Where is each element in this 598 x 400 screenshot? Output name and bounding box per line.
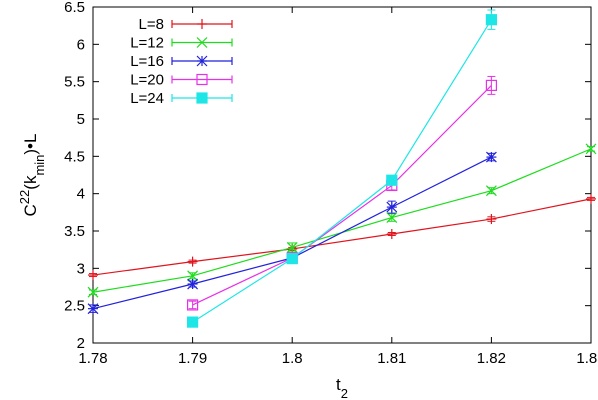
- y-tick-label: 5.5: [64, 74, 85, 91]
- series-line: [92, 148, 592, 293]
- legend-label: L=24: [130, 90, 164, 107]
- y-tick-label: 3.5: [64, 223, 85, 240]
- legend-item: L=16: [130, 53, 233, 70]
- error-bar: [487, 75, 496, 95]
- series-line: [92, 198, 592, 276]
- x-tick-label: 1.78: [78, 350, 107, 367]
- plot-frame: [92, 6, 592, 344]
- error-bar: [188, 300, 197, 310]
- marker-stroke: [187, 270, 199, 282]
- data-point: [485, 14, 497, 26]
- legend-marker: [196, 92, 208, 104]
- legend: L=8 L=12L=16 L=20L=24: [130, 16, 233, 107]
- marker-stroke: [485, 185, 497, 197]
- series-line: [92, 156, 492, 310]
- marker-stroke: [386, 201, 398, 213]
- marker-stroke: [187, 299, 199, 311]
- data-point: [386, 212, 398, 223]
- y-tick-label: 6.5: [64, 0, 85, 16]
- legend-marker: [197, 19, 207, 29]
- series-layer: [87, 9, 597, 328]
- data-point: [187, 256, 198, 267]
- y-tick-label: 2: [77, 335, 85, 352]
- legend-marker: [196, 55, 208, 67]
- data-point: [88, 270, 98, 281]
- legend-item: L=12: [130, 35, 233, 52]
- marker-stroke: [485, 151, 497, 163]
- data-point: [485, 151, 497, 163]
- legend-item: L=24: [130, 90, 233, 107]
- y-tick-label: 4.5: [64, 148, 85, 165]
- marker-stroke: [187, 278, 199, 290]
- data-point: [386, 174, 398, 186]
- marker-stroke: [386, 212, 398, 223]
- data-point: [386, 228, 397, 239]
- data-point: [286, 253, 298, 265]
- series-line: [192, 19, 492, 323]
- legend-label: L=12: [130, 35, 164, 52]
- marker-stroke: [585, 143, 597, 155]
- legend-item: L=8: [139, 16, 233, 33]
- data-point: [187, 270, 199, 282]
- x-tick-label: 1.83: [576, 350, 598, 367]
- data-point: [486, 214, 497, 225]
- series-l20: [187, 75, 497, 311]
- series-line: [192, 84, 492, 306]
- marker-stroke: [485, 79, 497, 92]
- y-tick-label: 4: [77, 186, 85, 203]
- legend-label: L=16: [130, 53, 164, 70]
- series-l24: [187, 9, 497, 328]
- x-tick-label: 1.82: [477, 350, 506, 367]
- marker-stroke: [485, 14, 497, 26]
- x-tick-label: 1.8: [282, 350, 303, 367]
- axis-ticks: 1.78 1.79 1.8 1.81 1.82 1.83 2 2.5 3 3.5 4 4.5 5 5.5 6…: [64, 0, 598, 367]
- marker-stroke: [196, 37, 208, 48]
- y-tick-label: 3: [77, 260, 85, 277]
- data-point: [87, 286, 99, 298]
- data-point: [187, 316, 199, 328]
- y-axis-label: C22(kmin)•L: [17, 134, 47, 217]
- series-l8: [88, 193, 596, 281]
- legend-label: L=8: [139, 16, 164, 33]
- data-point: [485, 79, 497, 92]
- legend-label: L=20: [130, 72, 164, 89]
- x-axis-label: t2: [336, 375, 348, 400]
- data-point: [586, 193, 596, 204]
- marker-stroke: [196, 55, 208, 67]
- series-l16: [87, 151, 497, 315]
- x-tick-label: 1.79: [178, 350, 207, 367]
- data-point: [87, 303, 99, 315]
- marker-stroke: [87, 303, 99, 315]
- y-tick-label: 5: [77, 111, 85, 128]
- marker-stroke: [196, 73, 208, 86]
- data-point: [585, 143, 597, 155]
- legend-marker: [196, 73, 208, 86]
- series-l12: [87, 143, 597, 298]
- marker-stroke: [286, 242, 298, 253]
- data-point: [386, 201, 398, 213]
- marker-stroke: [187, 316, 199, 328]
- marker-stroke: [386, 174, 398, 186]
- y-tick-label: 2.5: [64, 298, 85, 315]
- data-point: [485, 185, 497, 197]
- data-point: [187, 299, 199, 311]
- marker-stroke: [286, 253, 298, 265]
- marker-stroke: [87, 286, 99, 298]
- y-tick-label: 6: [77, 36, 85, 53]
- marker-stroke: [196, 92, 208, 104]
- data-point: [187, 278, 199, 290]
- legend-marker: [196, 37, 208, 48]
- legend-item: L=20: [130, 72, 233, 89]
- data-point: [286, 242, 298, 253]
- x-tick-label: 1.81: [377, 350, 406, 367]
- legend-swatch: [171, 75, 233, 84]
